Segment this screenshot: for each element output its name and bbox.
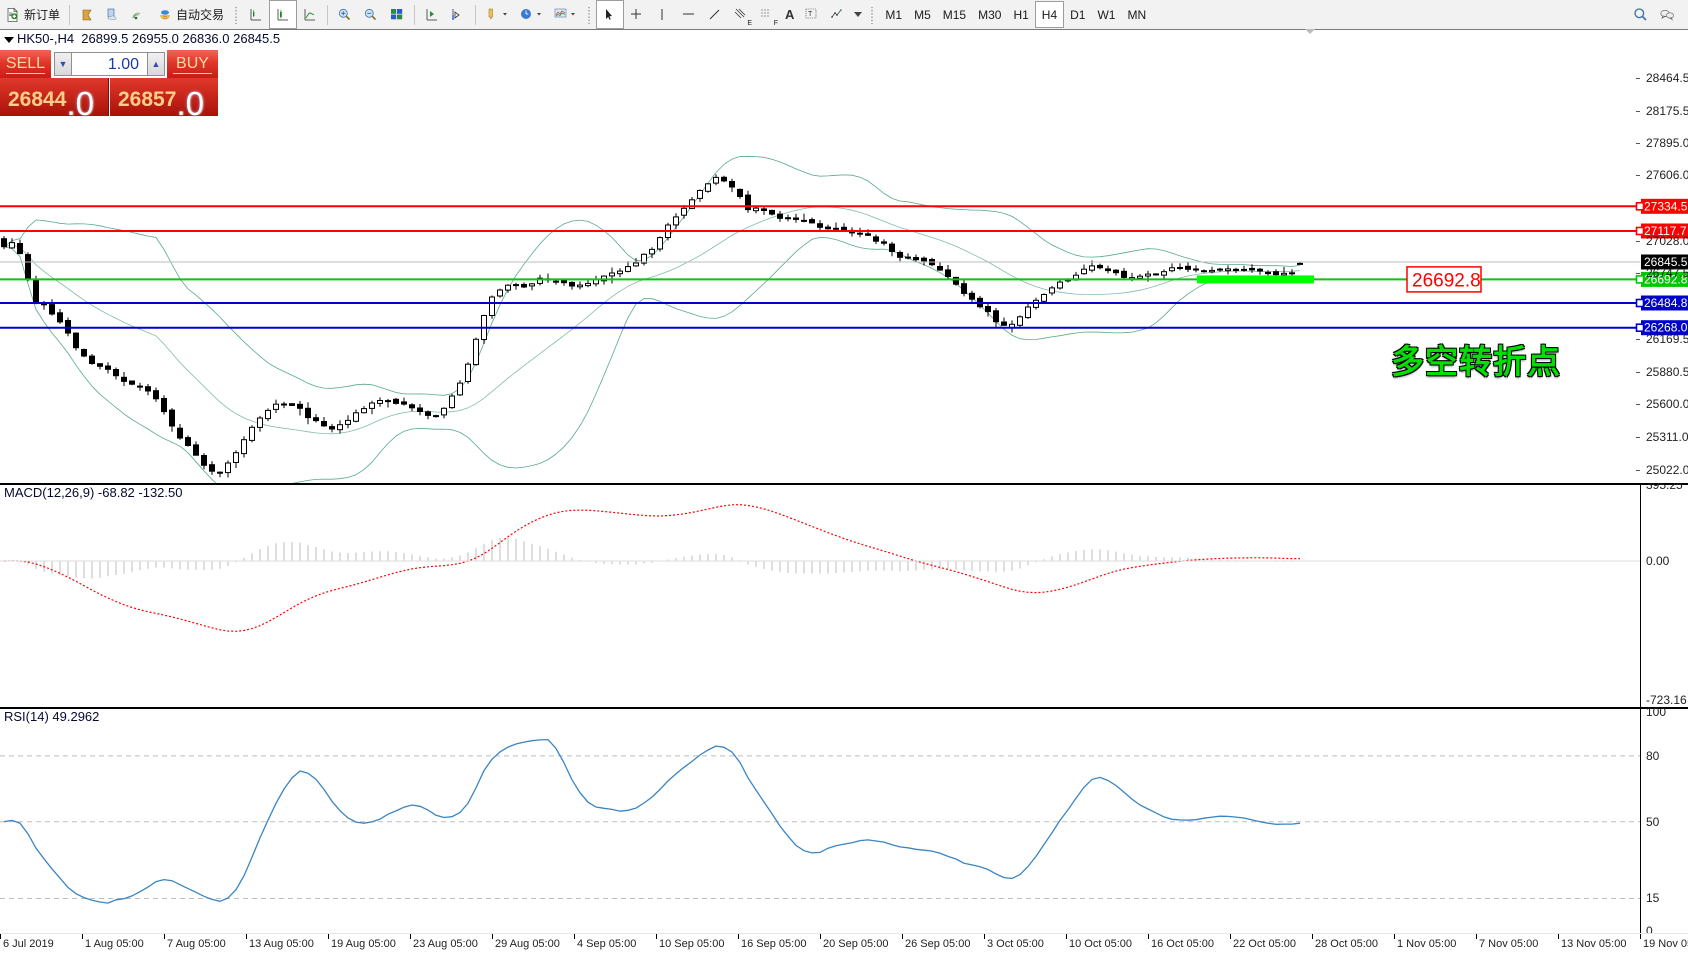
- svg-text:T: T: [808, 11, 813, 18]
- svg-text:26692.8: 26692.8: [1412, 270, 1481, 291]
